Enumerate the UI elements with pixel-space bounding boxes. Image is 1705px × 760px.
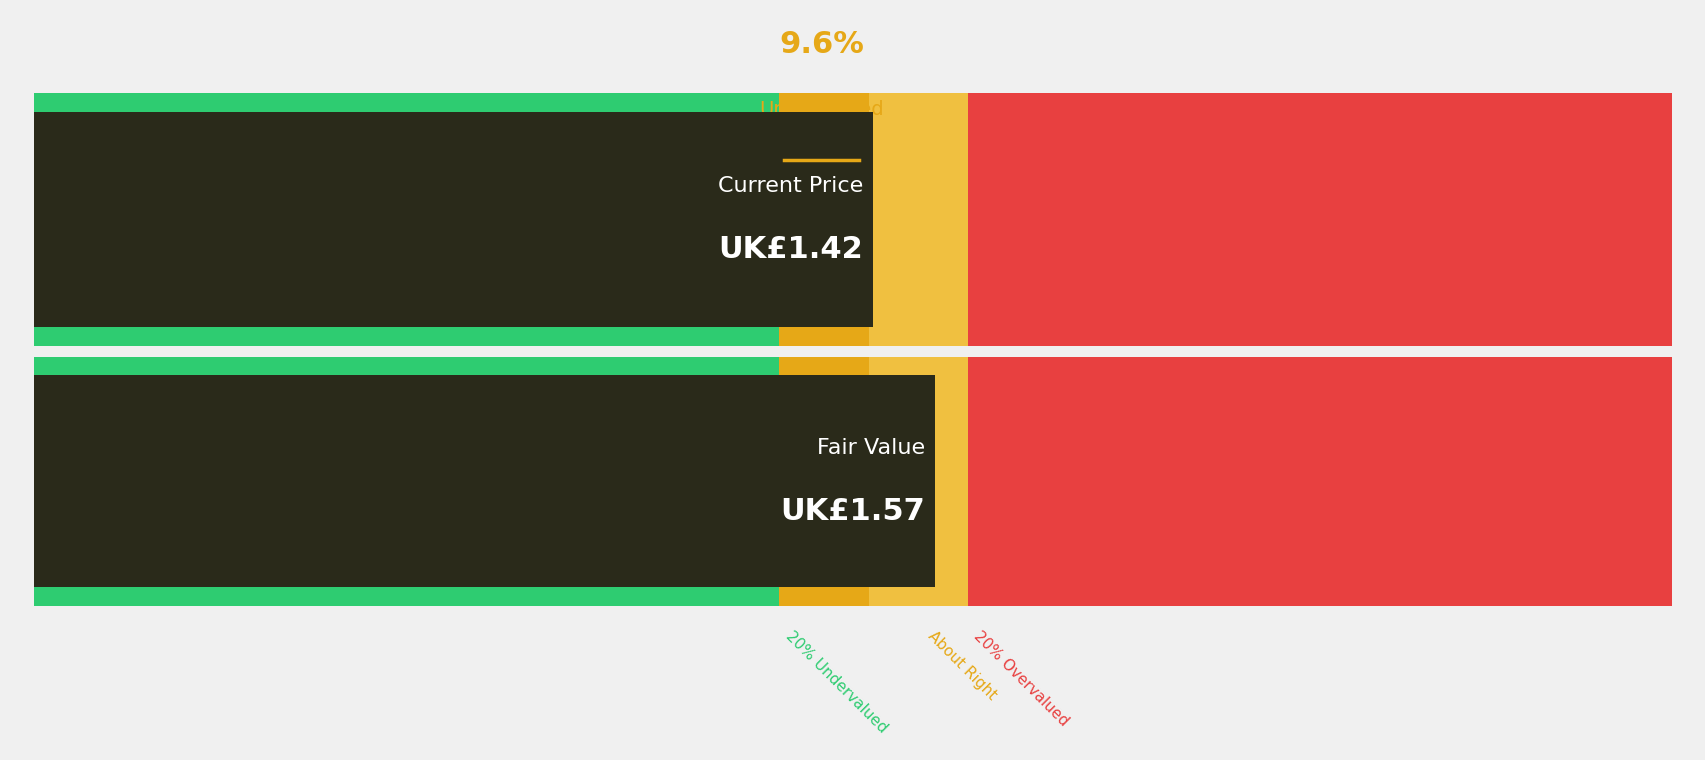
Bar [779,357,967,606]
Bar [34,357,1671,606]
Text: Fair Value: Fair Value [817,438,924,458]
Bar [34,112,779,327]
Text: 20% Overvalued: 20% Overvalued [970,629,1071,729]
Text: UK£1.57: UK£1.57 [779,496,924,526]
Bar [870,93,967,346]
Bar [34,93,1671,346]
Bar [34,375,812,587]
Text: UK£1.42: UK£1.42 [718,235,863,264]
Bar [870,357,967,606]
Text: Undervalued: Undervalued [759,100,883,119]
Text: About Right: About Right [924,629,999,702]
Bar [779,93,967,346]
Bar [34,375,934,587]
Text: 9.6%: 9.6% [779,30,864,59]
Bar [967,93,1671,346]
Text: 20% Undervalued: 20% Undervalued [783,629,890,736]
Text: Current Price: Current Price [718,176,863,196]
Bar [967,357,1671,606]
Bar [34,112,873,327]
